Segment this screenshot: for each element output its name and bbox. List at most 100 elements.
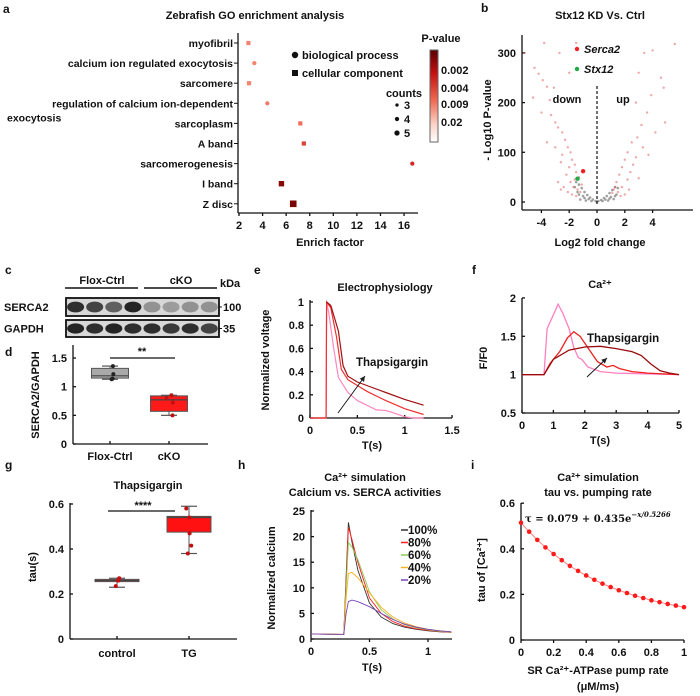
counts-legend-label: 5 [404,128,410,140]
significant-point [556,180,560,184]
tau-data-point [551,551,556,557]
significant-point [559,161,563,164]
chart-title: Ca²⁺ simulation [324,472,406,484]
colorbar-tick-label: 0.009 [441,99,469,111]
legend-circle-icon [291,51,299,59]
significant-point [634,101,638,104]
x-axis-label: T(s) [362,662,383,674]
simulation-trace [310,599,452,635]
serca-box-y-tick-label: 1 [61,382,67,394]
tau-data-point [189,543,194,548]
significant-point [554,121,557,124]
significant-point [613,185,617,189]
calcium-y-tick-label: 1 [510,370,516,382]
tau-data-point [673,603,679,608]
legend-label: 80% [408,538,431,550]
serca-data-point [110,376,115,381]
tau-data-point [535,537,540,543]
x-axis-label: T(s) [362,440,383,452]
significant-point [523,51,526,55]
go-term-label: A band [198,139,233,151]
significant-point [615,180,618,184]
significant-point [620,166,624,169]
panel-label-g: g [5,458,12,472]
go-term-label: myofibril [189,38,233,50]
counts-legend-dot [395,103,399,107]
nonsignificant-point [604,198,607,201]
calcium-trace [522,345,680,376]
tau-rate-x-tick-label: 0.8 [644,647,659,659]
ephys-x-tick-label: 1 [402,425,408,437]
serca-data-point [164,396,169,401]
significant-point [541,79,544,82]
group-label: Flox-Ctrl [79,275,124,287]
category-label: Flox-Ctrl [87,451,132,463]
simulation-y-tick-label: 10 [293,583,305,595]
go-term-label: Z disc [203,199,234,211]
counts-legend-label: 4 [404,114,411,126]
volcano-y-tick-label: 0 [510,197,516,209]
counts-legend-dot [394,116,400,122]
tau-data-point [543,545,548,550]
tau-data-point [575,568,581,574]
significant-point [569,180,572,184]
calcium-x-tick-label: 3 [613,420,619,432]
nonsignificant-point [585,193,589,197]
significant-point [651,49,654,52]
protein-band [67,323,85,334]
significant-point [659,76,663,79]
panel-label-e: e [254,263,261,277]
go-term-label: sarcomere [180,78,233,90]
nonsignificant-point [612,197,615,201]
significant-point [616,190,620,194]
simulation-x-tick-label: 1 [425,646,431,658]
tau-data-point [518,520,524,526]
ephys-y-tick-label: 0.8 [289,320,304,332]
significant-point [554,146,557,149]
tau-data-point [592,577,597,583]
significant-point [570,158,574,161]
nonsignificant-point [590,199,593,203]
calcium-trace [522,302,680,376]
thapsigargin-annotation: Thapsigargin [356,357,428,369]
serca-box [91,367,129,379]
legend-dot [574,46,580,52]
tau-data-point [616,587,622,593]
protein-band [105,301,123,313]
tau-box-y-tick-label: 0.2 [49,589,64,601]
calcium-y-tick-label: 0.5 [501,408,516,420]
go-term-label: exocytosis [7,112,61,124]
calcium-y-tick-label: 1.5 [501,331,516,343]
significant-point [574,170,578,174]
chart-subtitle: tau vs. pumping rate [544,487,652,499]
tau-rate-y-tick-label: 0.4 [500,544,516,556]
significance-label: **** [134,500,152,512]
tau-data-point [184,506,189,511]
y-axis-label: tau(s) [27,552,39,582]
nonsignificant-point [581,194,585,198]
significant-point [580,183,583,186]
tau-data-point [632,593,638,599]
volcano-y-tick-label: 200 [498,98,516,110]
nonsignificant-point [601,199,604,203]
trend-arrow [586,357,608,378]
trend-arrow [337,375,366,414]
go-x-tick-label: 2 [236,220,242,232]
tau-data-point [187,515,192,520]
significant-point [618,173,621,176]
legend-dot [574,66,580,72]
go-point [410,161,415,166]
simulation-y-tick-label: 20 [293,532,305,544]
go-point [246,81,252,86]
y-axis-label: F/F0 [478,347,490,370]
tau-data-point [116,578,121,583]
chart-title: Electrophysiology [337,282,433,294]
significant-point [643,51,646,55]
significant-point [558,51,561,55]
tau-rate-y-tick-label: 0 [509,635,515,647]
chart-title: Thapsigargin [113,480,182,492]
tau-data-point [681,604,687,610]
chart-title: Zebrafish GO enrichment analysis [166,10,345,22]
nonsignificant-point [577,183,581,186]
significant-point [579,190,582,194]
